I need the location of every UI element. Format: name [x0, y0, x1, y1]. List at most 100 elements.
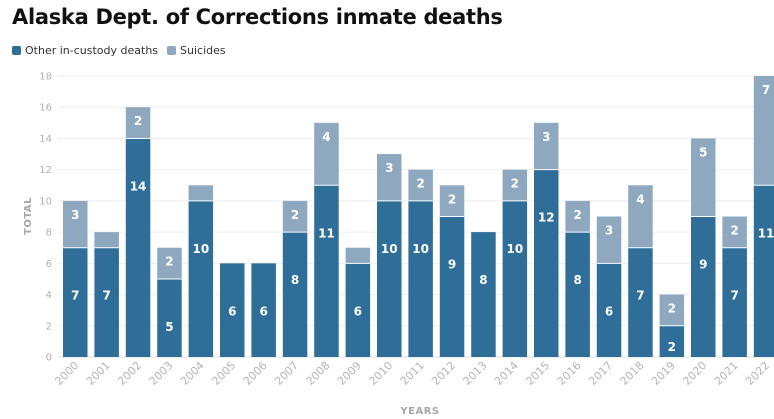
- bar-label-suicides: 4: [322, 130, 330, 144]
- bar-label-other: 10: [412, 242, 429, 256]
- x-tick-label: 2004: [178, 359, 207, 388]
- x-tick-label: 2005: [209, 359, 238, 388]
- bar-other: [439, 216, 465, 357]
- bar-label-suicides: 3: [385, 161, 393, 175]
- bar-other: [534, 169, 559, 357]
- bar-label-suicides: 3: [71, 208, 79, 222]
- bar-label-suicides: 4: [636, 192, 644, 206]
- bar-label-other: 6: [259, 304, 267, 318]
- bar-label-other: 5: [165, 320, 173, 334]
- x-axis-title: YEARS: [399, 406, 439, 417]
- bar-label-suicides: 3: [542, 130, 550, 144]
- x-tick-label: 2011: [398, 359, 427, 388]
- bar-label-other: 7: [102, 289, 110, 303]
- bar-label-other: 6: [605, 304, 613, 318]
- bar-label-suicides: 2: [730, 224, 738, 238]
- bar-label-other: 9: [448, 258, 456, 272]
- bar-label-suicides: 5: [699, 145, 707, 159]
- x-tick-label: 2019: [649, 359, 678, 388]
- legend-item-suicides: Suicides: [167, 44, 226, 57]
- bar-label-other: 10: [381, 242, 398, 256]
- x-tick-label: 2013: [461, 359, 490, 388]
- bar-other: [471, 232, 496, 357]
- y-tick-label: 16: [39, 103, 52, 114]
- bar-suicides: [345, 247, 371, 264]
- bar-label-other: 6: [354, 304, 362, 318]
- y-axis-ticks: 0 2 4 6 8 10 12 14 16 18: [39, 72, 52, 364]
- bar-label-other: 7: [730, 289, 738, 303]
- bar-label-other: 12: [538, 211, 555, 225]
- bar-suicides: [282, 200, 308, 233]
- x-tick-label: 2007: [272, 359, 301, 388]
- bar-suicides: [439, 185, 465, 217]
- y-tick-label: 12: [39, 165, 52, 176]
- bar-other: [408, 200, 433, 357]
- bars: 3 7 7 2 14 2 5 10 6 6 2 8 4 11 6 3 10 2 10 2 9 8 2 10 3 12 2 8 3 6 4 7 2…: [63, 76, 774, 357]
- x-tick-label: 2003: [147, 359, 176, 388]
- bar-label-other: 8: [291, 273, 299, 287]
- bar-other: [157, 278, 182, 357]
- chart-title: Alaska Dept. of Corrections inmate death…: [12, 5, 503, 29]
- legend-swatch-suicides: [167, 46, 177, 55]
- bar-other: [345, 263, 371, 357]
- bar-other: [251, 263, 276, 357]
- x-tick-label: 2012: [429, 359, 458, 388]
- bar-other: [125, 138, 151, 357]
- bar-suicides: [753, 76, 774, 186]
- legend: Other in-custody deaths Suicides: [12, 44, 235, 57]
- x-tick-label: 2009: [335, 359, 364, 388]
- bar-label-other: 8: [479, 273, 487, 287]
- bar-other: [94, 247, 119, 357]
- x-tick-label: 2017: [586, 359, 615, 388]
- bar-suicides: [691, 138, 716, 217]
- x-tick-label: 2020: [680, 359, 709, 388]
- x-tick-label: 2001: [84, 359, 113, 388]
- x-tick-label: 2006: [241, 359, 270, 388]
- bar-other: [220, 263, 245, 357]
- bar-label-other: 14: [130, 179, 147, 193]
- bar-suicides: [534, 122, 559, 170]
- bar-suicides: [94, 232, 119, 248]
- bar-label-other: 2: [668, 340, 676, 354]
- bar-suicides: [659, 294, 685, 326]
- bar-label-other: 7: [636, 289, 644, 303]
- bar-label-other: 8: [573, 273, 581, 287]
- bar-other: [63, 247, 88, 357]
- y-tick-label: 2: [46, 321, 52, 332]
- bar-suicides: [188, 185, 214, 201]
- y-tick-label: 4: [46, 290, 52, 301]
- bar-label-other: 7: [71, 289, 79, 303]
- bar-other: [565, 232, 590, 357]
- x-tick-label: 2008: [304, 359, 333, 388]
- bar-other: [377, 200, 402, 357]
- bar-other: [282, 232, 308, 357]
- y-tick-label: 18: [39, 72, 52, 83]
- y-tick-label: 14: [39, 134, 52, 145]
- x-tick-label: 2000: [52, 359, 81, 388]
- bar-suicides: [596, 216, 622, 264]
- bar-label-suicides: 2: [668, 302, 676, 316]
- legend-swatch-other: [12, 46, 21, 55]
- bar-suicides: [63, 200, 88, 248]
- bar-label-other: 9: [699, 258, 707, 272]
- x-axis-ticks: 2000 2001 2002 2003 2004 2005 2006 2007 2008 2009…: [52, 359, 772, 388]
- bar-label-suicides: 7: [762, 83, 770, 97]
- y-tick-label: 10: [39, 196, 52, 207]
- bar-other: [628, 247, 653, 357]
- bar-label-suicides: 2: [165, 255, 173, 269]
- x-tick-label: 2015: [523, 359, 552, 388]
- bar-other: [314, 185, 339, 357]
- bar-suicides: [125, 107, 151, 139]
- bar-other: [188, 200, 214, 357]
- bar-label-other: 10: [192, 242, 209, 256]
- x-tick-label: 2021: [712, 359, 741, 388]
- bar-label-other: 11: [318, 226, 335, 240]
- bar-label-suicides: 3: [605, 224, 613, 238]
- y-axis-title: TOTAL: [23, 197, 34, 235]
- x-tick-label: 2010: [366, 359, 395, 388]
- legend-label-suicides: Suicides: [180, 44, 226, 57]
- bar-other: [753, 185, 774, 357]
- legend-label-other: Other in-custody deaths: [25, 44, 159, 57]
- bar-other: [722, 247, 747, 357]
